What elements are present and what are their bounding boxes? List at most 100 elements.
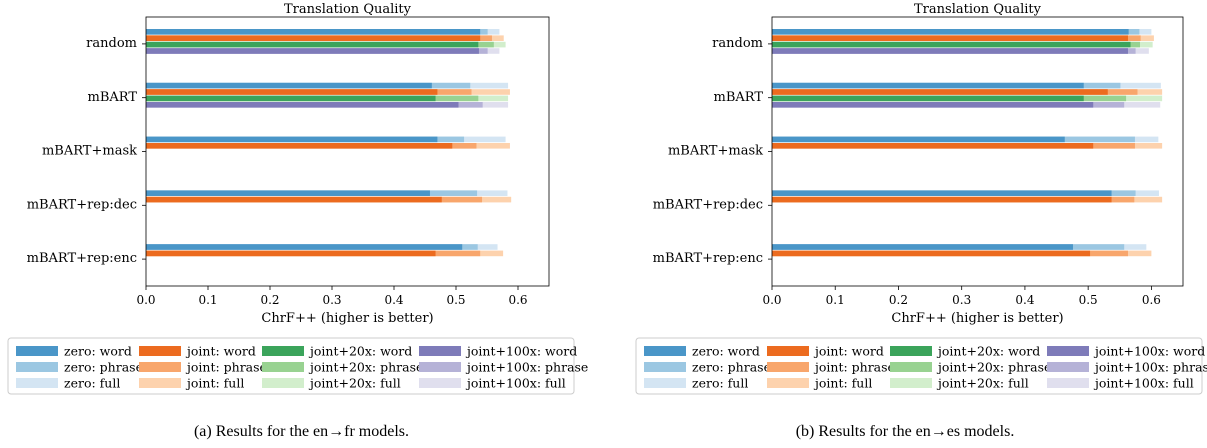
chart-title: Translation Quality — [914, 2, 1042, 17]
legend-label: joint: phrase — [185, 360, 267, 375]
chart-panel-2: Translation Quality random mBART mBART+mask… — [635, 2, 1207, 395]
legend-swatch-joint-word — [767, 346, 809, 356]
x-tick-label: 0.2 — [889, 293, 908, 307]
x-tick-label: 0.3 — [952, 293, 971, 307]
legend-label: joint+100x: full — [465, 376, 566, 391]
x-tick-label: 0.5 — [446, 293, 465, 307]
legend-swatch-joint-word — [139, 346, 181, 356]
bar-joint-word — [146, 35, 481, 41]
legend-swatch-joint-plus-100x-full — [1047, 378, 1089, 388]
bar-zero-word — [772, 29, 1129, 35]
y-tick-label: mBART — [714, 90, 764, 105]
legend-label: zero: full — [692, 376, 748, 391]
legend-label: joint: full — [185, 376, 244, 391]
y-tick-label: random — [86, 36, 137, 51]
legend-swatch-joint-plus-20x-word — [262, 346, 304, 356]
caption-a: (a) Results for the en→fr models. — [193, 423, 410, 440]
y-tick-label: mBART+rep:dec — [27, 197, 137, 212]
legend-swatch-zero-full — [644, 378, 686, 388]
bar-joint-word — [146, 196, 442, 203]
bar-joint-word — [772, 250, 1091, 257]
legend-swatch-joint-plus-20x-phrase — [890, 362, 932, 372]
bar-joint-word — [146, 89, 438, 95]
bar-zero-word — [772, 136, 1065, 143]
bar-joint-word — [772, 196, 1112, 203]
legend-swatch-joint-plus-100x-full — [419, 378, 461, 388]
legend-label: joint+100x: word — [465, 344, 577, 359]
chart-title: Translation Quality — [284, 2, 412, 17]
x-tick-label: 0.4 — [1015, 293, 1034, 307]
y-tick-label: mBART+mask — [42, 144, 137, 159]
bar-joint-plus-100x-word — [772, 48, 1128, 54]
legend-label: zero: word — [64, 344, 132, 359]
bar-joint-word — [146, 250, 436, 257]
y-tick-label: mBART — [88, 90, 138, 105]
bar-joint-plus-20x-word — [146, 41, 479, 48]
legend-label: joint+100x: word — [1093, 344, 1205, 359]
x-tick-label: 0.6 — [1142, 293, 1161, 307]
y-tick-label: mBART+rep:enc — [27, 251, 137, 266]
legend-swatch-joint-full — [139, 378, 181, 388]
chart-panel-1: Translation Quality random mBART mBART+mask… — [7, 2, 588, 395]
legend-label: joint: full — [813, 376, 872, 391]
bar-joint-plus-100x-word — [146, 48, 479, 54]
x-tick-label: 0.1 — [826, 293, 845, 307]
x-tick-label: 0.0 — [136, 293, 155, 307]
bar-joint-word — [772, 143, 1094, 149]
y-tick-label: mBART+rep:enc — [653, 251, 763, 266]
legend-swatch-joint-plus-100x-word — [1047, 346, 1089, 356]
x-tick-label: 0.5 — [1079, 293, 1098, 307]
bar-zero-word — [146, 29, 481, 35]
legend-swatch-zero-phrase — [16, 362, 58, 372]
legend-swatch-joint-plus-100x-word — [419, 346, 461, 356]
figure: Translation Quality random mBART mBART+mask… — [7, 2, 1207, 395]
legend-swatch-joint-phrase — [767, 362, 809, 372]
bar-joint-plus-20x-word — [772, 41, 1131, 48]
legend-label: zero: phrase — [64, 360, 143, 375]
legend-label: joint: phrase — [813, 360, 895, 375]
bar-joint-word — [146, 143, 453, 149]
bar-joint-plus-100x-word — [772, 102, 1094, 108]
legend-label: joint+20x: full — [936, 376, 1029, 391]
x-tick-label: 0.2 — [260, 293, 279, 307]
legend-label: joint+20x: word — [936, 344, 1040, 359]
legend-label: zero: full — [64, 376, 120, 391]
legend-label: joint+100x: phrase — [465, 360, 588, 375]
legend-swatch-joint-plus-20x-full — [262, 378, 304, 388]
legend-swatch-zero-full — [16, 378, 58, 388]
legend-label: zero: word — [692, 344, 760, 359]
legend-swatch-joint-plus-20x-word — [890, 346, 932, 356]
legend-label: joint+20x: phrase — [308, 360, 423, 375]
plot-frame — [145, 16, 550, 287]
bar-joint-word — [772, 89, 1108, 95]
bar-zero-word — [146, 136, 438, 143]
legend-swatch-joint-plus-100x-phrase — [419, 362, 461, 372]
bar-joint-word — [772, 35, 1128, 41]
caption-b: (b) Results for the en→es models. — [795, 423, 1015, 440]
legend-swatch-zero-phrase — [644, 362, 686, 372]
x-tick-label: 0.4 — [384, 293, 403, 307]
legend-swatch-joint-plus-100x-phrase — [1047, 362, 1089, 372]
y-tick-label: mBART+rep:dec — [653, 197, 763, 212]
x-axis-label: ChrF++ (higher is better) — [891, 311, 1063, 326]
bar-joint-plus-20x-word — [146, 95, 436, 102]
x-tick-label: 0.6 — [508, 293, 527, 307]
bar-zero-word — [772, 190, 1112, 196]
legend-label: joint+20x: word — [308, 344, 412, 359]
legend-label: joint+100x: full — [1093, 376, 1194, 391]
bar-zero-word — [772, 82, 1084, 89]
x-tick-label: 0.3 — [322, 293, 341, 307]
bar-joint-plus-100x-word — [146, 102, 459, 108]
y-tick-label: random — [712, 36, 763, 51]
legend-swatch-joint-plus-20x-phrase — [262, 362, 304, 372]
x-tick-label: 0.1 — [198, 293, 217, 307]
plot-frame — [771, 16, 1184, 287]
x-axis-label: ChrF++ (higher is better) — [261, 311, 433, 326]
bar-zero-word — [146, 82, 432, 89]
legend-swatch-joint-full — [767, 378, 809, 388]
legend-label: joint+20x: phrase — [936, 360, 1051, 375]
x-tick-label: 0.0 — [762, 293, 781, 307]
legend-label: zero: phrase — [692, 360, 771, 375]
